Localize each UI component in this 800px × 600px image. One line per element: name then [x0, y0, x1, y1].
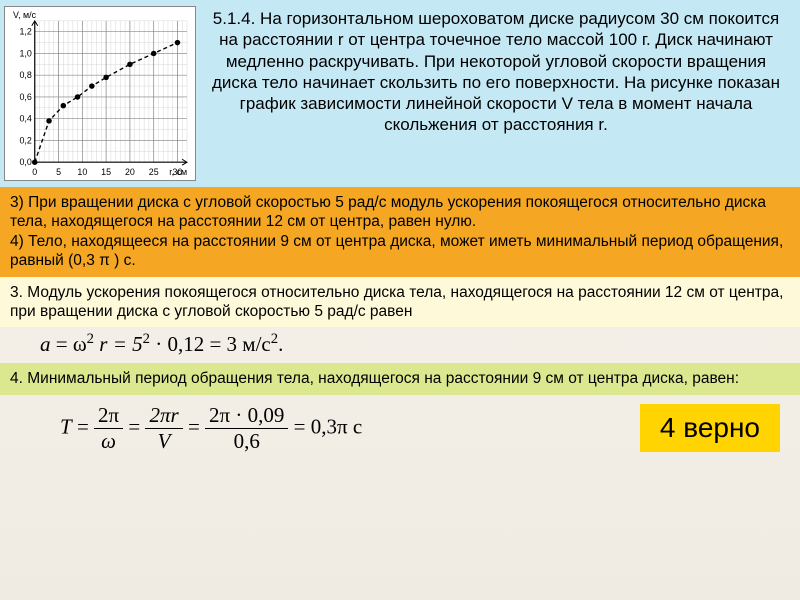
- svg-text:0,2: 0,2: [19, 135, 31, 145]
- svg-text:0,8: 0,8: [19, 70, 31, 80]
- svg-text:0,4: 0,4: [19, 114, 31, 124]
- solution-4-text: 4. Минимальный период обращения тела, на…: [0, 363, 800, 394]
- statement-4: 4) Тело, находящееся на расстоянии 9 см …: [10, 232, 790, 271]
- problem-body: На горизонтальном шероховатом диске ради…: [212, 9, 780, 134]
- svg-text:0: 0: [32, 167, 37, 177]
- formula-3: a = ω2 r = 52 · 0,12 = 3 м/с2.: [0, 327, 800, 363]
- svg-text:r, см: r, см: [169, 167, 187, 177]
- velocity-chart: 0510152025300,00,20,40,60,81,01,2V, м/сr…: [5, 7, 195, 180]
- svg-text:20: 20: [125, 167, 135, 177]
- solution-3-label: 3.: [10, 284, 23, 301]
- svg-text:25: 25: [149, 167, 159, 177]
- svg-text:0,0: 0,0: [19, 157, 31, 167]
- f3-tail: · 0,12 = 3 м/с: [155, 332, 271, 356]
- problem-block: 0510152025300,00,20,40,60,81,01,2V, м/сr…: [0, 0, 800, 187]
- f4-n1: 2π: [94, 403, 123, 429]
- f4-d3: 0,6: [205, 429, 288, 454]
- f3-end: .: [278, 332, 283, 356]
- f4-n3: 2π · 0,09: [205, 403, 288, 429]
- f3-a: a: [40, 332, 51, 356]
- result-row: T = 2πω = 2πrV = 2π · 0,090,6 = 0,3π с 4…: [0, 395, 800, 462]
- f4-eq1: =: [72, 414, 94, 438]
- statement-3: 3) При вращении диска с угловой скорость…: [10, 193, 790, 232]
- svg-text:V, м/с: V, м/с: [13, 10, 37, 20]
- f4-n2: 2πr: [145, 403, 182, 429]
- statements-block: 3) При вращении диска с угловой скорость…: [0, 187, 800, 277]
- formula-4: T = 2πω = 2πrV = 2π · 0,090,6 = 0,3π с: [60, 403, 362, 454]
- f4-d2: V: [145, 429, 182, 454]
- solution-3-text: 3. Модуль ускорения покоящегося относите…: [0, 277, 800, 328]
- f3-s1: 2: [87, 331, 94, 347]
- f3-s2: 2: [143, 331, 150, 347]
- svg-text:5: 5: [56, 167, 61, 177]
- f4-d1: ω: [94, 429, 123, 454]
- f4-T: T: [60, 414, 72, 438]
- svg-text:1,2: 1,2: [19, 27, 31, 37]
- solution-4-label: 4.: [10, 370, 23, 387]
- chart-container: 0510152025300,00,20,40,60,81,01,2V, м/сr…: [4, 6, 196, 181]
- svg-text:0,6: 0,6: [19, 92, 31, 102]
- f3-eq1: = ω: [56, 332, 87, 356]
- f4-eq2: =: [128, 414, 145, 438]
- svg-text:10: 10: [77, 167, 87, 177]
- solution-3-body: Модуль ускорения покоящегося относительн…: [10, 284, 783, 320]
- f3-r: r = 5: [99, 332, 142, 356]
- svg-text:15: 15: [101, 167, 111, 177]
- problem-text: 5.1.4. На горизонтальном шероховатом дис…: [196, 6, 792, 181]
- problem-number: 5.1.4.: [213, 9, 256, 28]
- answer-badge: 4 верно: [640, 404, 780, 452]
- solution-4-body: Минимальный период обращения тела, наход…: [27, 370, 739, 387]
- f4-eq3: =: [188, 414, 205, 438]
- f3-s3: 2: [271, 331, 278, 347]
- f4-res: = 0,3π с: [294, 414, 363, 438]
- svg-text:1,0: 1,0: [19, 48, 31, 58]
